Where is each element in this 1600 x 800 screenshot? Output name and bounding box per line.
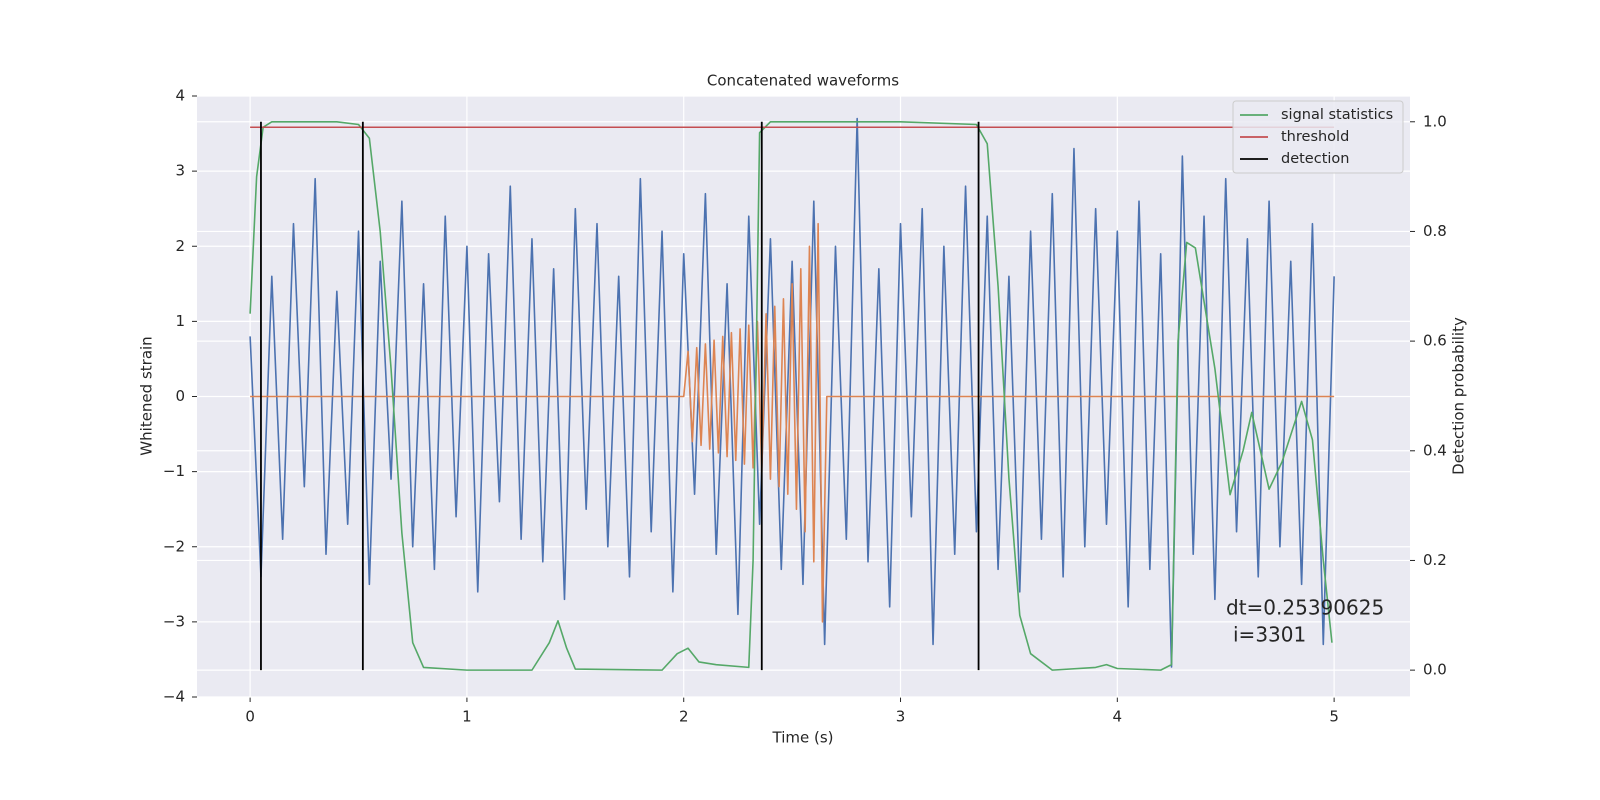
y-tick-label: 4 bbox=[175, 87, 185, 105]
x-axis-label: Time (s) bbox=[772, 729, 834, 747]
x-tick-label: 4 bbox=[1113, 708, 1123, 726]
y2-tick-label: 0.6 bbox=[1423, 332, 1447, 350]
y2-axis-label: Detection probability bbox=[1450, 317, 1468, 475]
y-tick-label: −4 bbox=[163, 688, 185, 706]
x-tick-label: 3 bbox=[896, 708, 906, 726]
x-tick-label: 0 bbox=[245, 708, 255, 726]
y-tick-label: −3 bbox=[163, 612, 185, 630]
legend-label: threshold bbox=[1281, 129, 1349, 145]
legend-label: signal statistics bbox=[1281, 107, 1393, 123]
series-line bbox=[249, 120, 1333, 671]
y-tick-label: −2 bbox=[163, 537, 185, 555]
y-tick-label: 1 bbox=[175, 312, 185, 330]
y-tick-label: 2 bbox=[175, 237, 185, 255]
series-line bbox=[249, 117, 1335, 668]
annotation: i=3301 bbox=[1233, 623, 1306, 647]
y2-tick-label: 0.2 bbox=[1423, 551, 1447, 569]
x-tick-label: 2 bbox=[679, 708, 689, 726]
legend-box bbox=[1232, 100, 1404, 174]
annotation: dt=0.25390625 bbox=[1226, 596, 1384, 620]
y-tick-label: 3 bbox=[175, 162, 185, 180]
legend-label: detection bbox=[1281, 151, 1349, 167]
chart-title: Concatenated waveforms bbox=[707, 72, 899, 90]
y2-tick-label: 1.0 bbox=[1423, 112, 1447, 130]
y2-tick-label: 0.0 bbox=[1423, 661, 1447, 679]
y-tick-label: −1 bbox=[163, 462, 185, 480]
x-tick-label: 1 bbox=[462, 708, 472, 726]
y-axis-label: Whitened strain bbox=[138, 336, 156, 455]
y-tick-label: 0 bbox=[175, 387, 185, 405]
x-tick-label: 5 bbox=[1329, 708, 1339, 726]
y2-tick-label: 0.8 bbox=[1423, 222, 1447, 240]
legend: signal statistics threshold detection bbox=[1232, 100, 1404, 174]
y2-tick-label: 0.4 bbox=[1423, 441, 1447, 459]
